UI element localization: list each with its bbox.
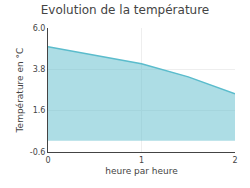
svg-text:2: 2 <box>232 156 237 165</box>
svg-text:1.6: 1.6 <box>33 106 46 115</box>
svg-text:-0.6: -0.6 <box>30 148 46 157</box>
svg-text:heure par heure: heure par heure <box>105 166 178 176</box>
svg-text:Evolution de la température: Evolution de la température <box>41 3 210 17</box>
svg-text:1: 1 <box>139 156 144 165</box>
svg-text:6.0: 6.0 <box>33 24 46 33</box>
svg-text:Température en °C: Température en °C <box>15 48 25 134</box>
svg-text:0: 0 <box>45 156 50 165</box>
svg-text:3.8: 3.8 <box>33 65 46 74</box>
